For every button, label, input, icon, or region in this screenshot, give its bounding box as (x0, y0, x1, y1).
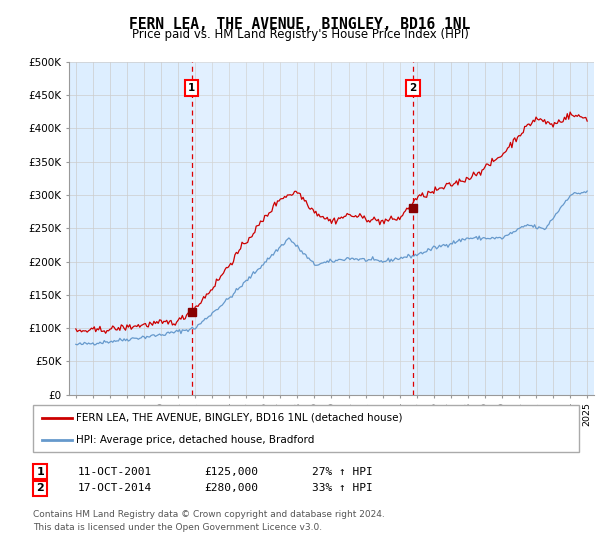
Text: FERN LEA, THE AVENUE, BINGLEY, BD16 1NL (detached house): FERN LEA, THE AVENUE, BINGLEY, BD16 1NL … (76, 413, 403, 423)
Text: 2: 2 (410, 83, 417, 94)
Text: 17-OCT-2014: 17-OCT-2014 (78, 483, 152, 493)
Text: Contains HM Land Registry data © Crown copyright and database right 2024.
This d: Contains HM Land Registry data © Crown c… (33, 510, 385, 532)
Text: 1: 1 (37, 466, 44, 477)
Text: 1: 1 (188, 83, 195, 94)
Text: Price paid vs. HM Land Registry's House Price Index (HPI): Price paid vs. HM Land Registry's House … (131, 28, 469, 41)
Text: HPI: Average price, detached house, Bradford: HPI: Average price, detached house, Brad… (76, 435, 314, 445)
Text: £125,000: £125,000 (204, 466, 258, 477)
Text: 27% ↑ HPI: 27% ↑ HPI (312, 466, 373, 477)
Text: 2: 2 (37, 483, 44, 493)
Bar (191, 62, 413, 395)
Text: 11-OCT-2001: 11-OCT-2001 (78, 466, 152, 477)
Text: 33% ↑ HPI: 33% ↑ HPI (312, 483, 373, 493)
Text: £280,000: £280,000 (204, 483, 258, 493)
Text: FERN LEA, THE AVENUE, BINGLEY, BD16 1NL: FERN LEA, THE AVENUE, BINGLEY, BD16 1NL (130, 17, 470, 32)
